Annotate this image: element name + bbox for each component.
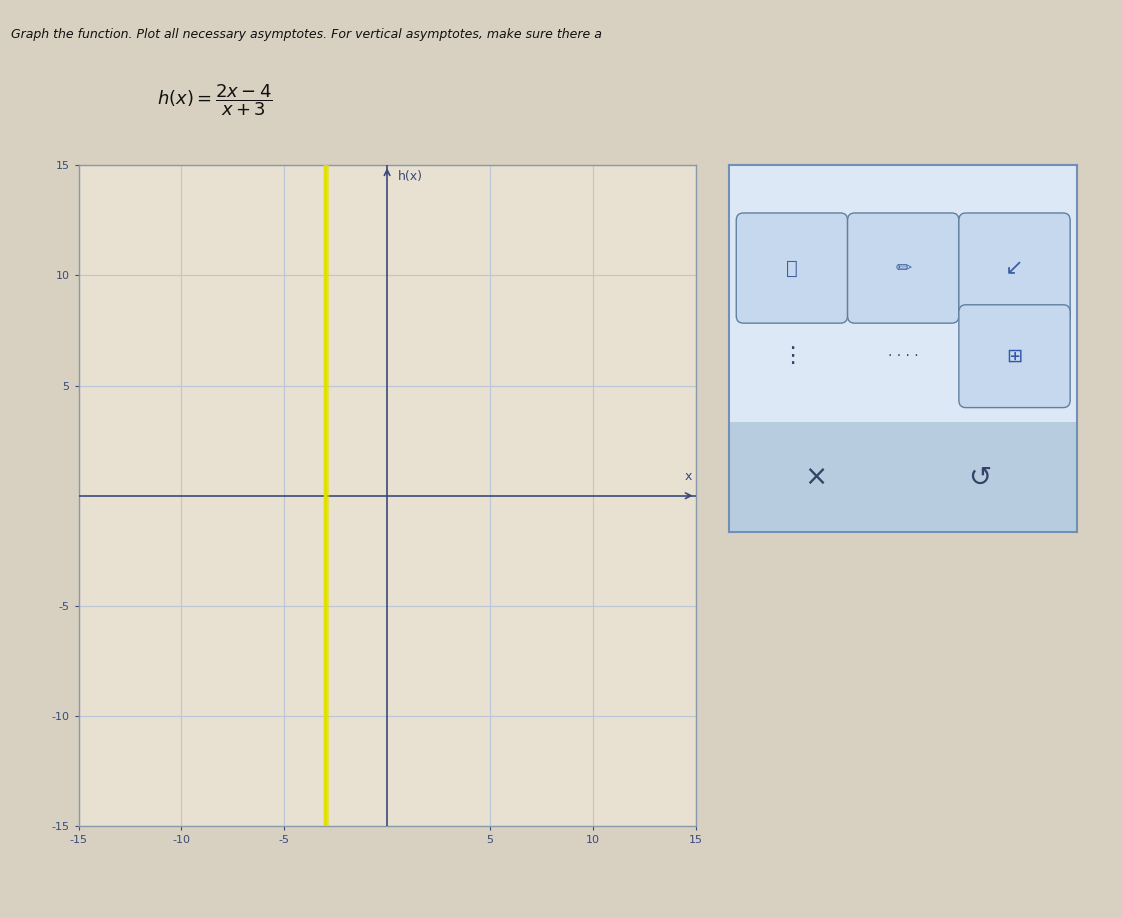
Text: · · · ·: · · · · (888, 349, 919, 364)
FancyBboxPatch shape (736, 213, 847, 323)
Text: ↺: ↺ (968, 464, 992, 491)
Text: ⊞: ⊞ (1006, 347, 1022, 365)
Text: ⋮: ⋮ (781, 346, 803, 366)
Text: Graph the function. Plot all necessary asymptotes. For vertical asymptotes, make: Graph the function. Plot all necessary a… (11, 28, 603, 40)
Text: ✏: ✏ (895, 259, 911, 277)
FancyBboxPatch shape (959, 213, 1070, 323)
Bar (729, 422, 1077, 532)
Text: ×: × (804, 464, 828, 491)
Text: x: x (684, 469, 691, 483)
Text: h(x): h(x) (397, 170, 422, 183)
FancyBboxPatch shape (847, 213, 959, 323)
Text: $h(x) = \dfrac{2x-4}{x+3}$: $h(x) = \dfrac{2x-4}{x+3}$ (157, 83, 273, 118)
Text: ⬜: ⬜ (787, 259, 798, 277)
Text: ↙: ↙ (1005, 258, 1023, 278)
FancyBboxPatch shape (959, 305, 1070, 408)
